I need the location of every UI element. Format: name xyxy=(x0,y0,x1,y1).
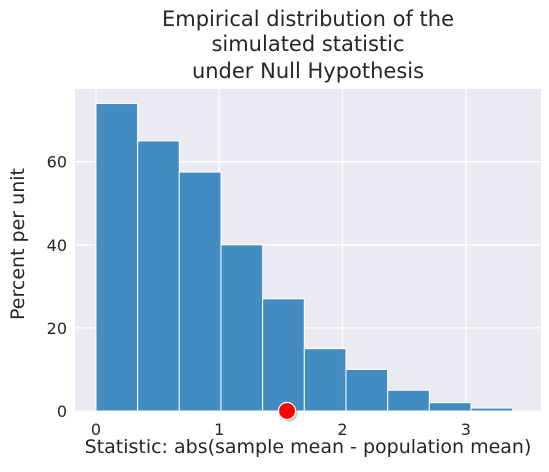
x-tick-label-2: 2 xyxy=(337,420,347,439)
y-tick-label-3: 60 xyxy=(47,153,67,172)
histogram-bar-7 xyxy=(387,389,430,412)
x-tick-label-0: 0 xyxy=(91,420,101,439)
tick-labels: 0 1 2 3 0 20 40 60 xyxy=(47,153,471,439)
x-axis-label: Statistic: abs(sample mean - population … xyxy=(85,436,532,458)
chart-title-line-3: under Null Hypothesis xyxy=(192,59,424,83)
observed-marker-layer xyxy=(277,401,298,422)
histogram-bar-1 xyxy=(137,140,180,412)
histogram-bar-3 xyxy=(220,244,264,412)
chart-title-line-2: simulated statistic xyxy=(211,32,404,56)
observed-statistic-marker xyxy=(277,401,297,421)
histogram-bar-8 xyxy=(428,402,472,412)
y-tick-label-0: 0 xyxy=(57,402,67,421)
histogram-bar-9 xyxy=(470,407,514,412)
histogram-bar-5 xyxy=(303,348,347,412)
histogram-bar-6 xyxy=(345,368,389,412)
histogram-bar-0 xyxy=(95,103,139,412)
histogram-bars xyxy=(95,103,514,412)
chart-title-line-1: Empirical distribution of the xyxy=(162,7,454,31)
y-tick-label-2: 40 xyxy=(47,236,67,255)
y-axis-label: Percent per unit xyxy=(7,168,29,320)
histogram-bar-2 xyxy=(178,171,222,412)
y-tick-label-1: 20 xyxy=(47,319,67,338)
x-tick-label-3: 3 xyxy=(461,420,471,439)
x-tick-label-1: 1 xyxy=(214,420,224,439)
histogram-bar-4 xyxy=(262,298,305,412)
